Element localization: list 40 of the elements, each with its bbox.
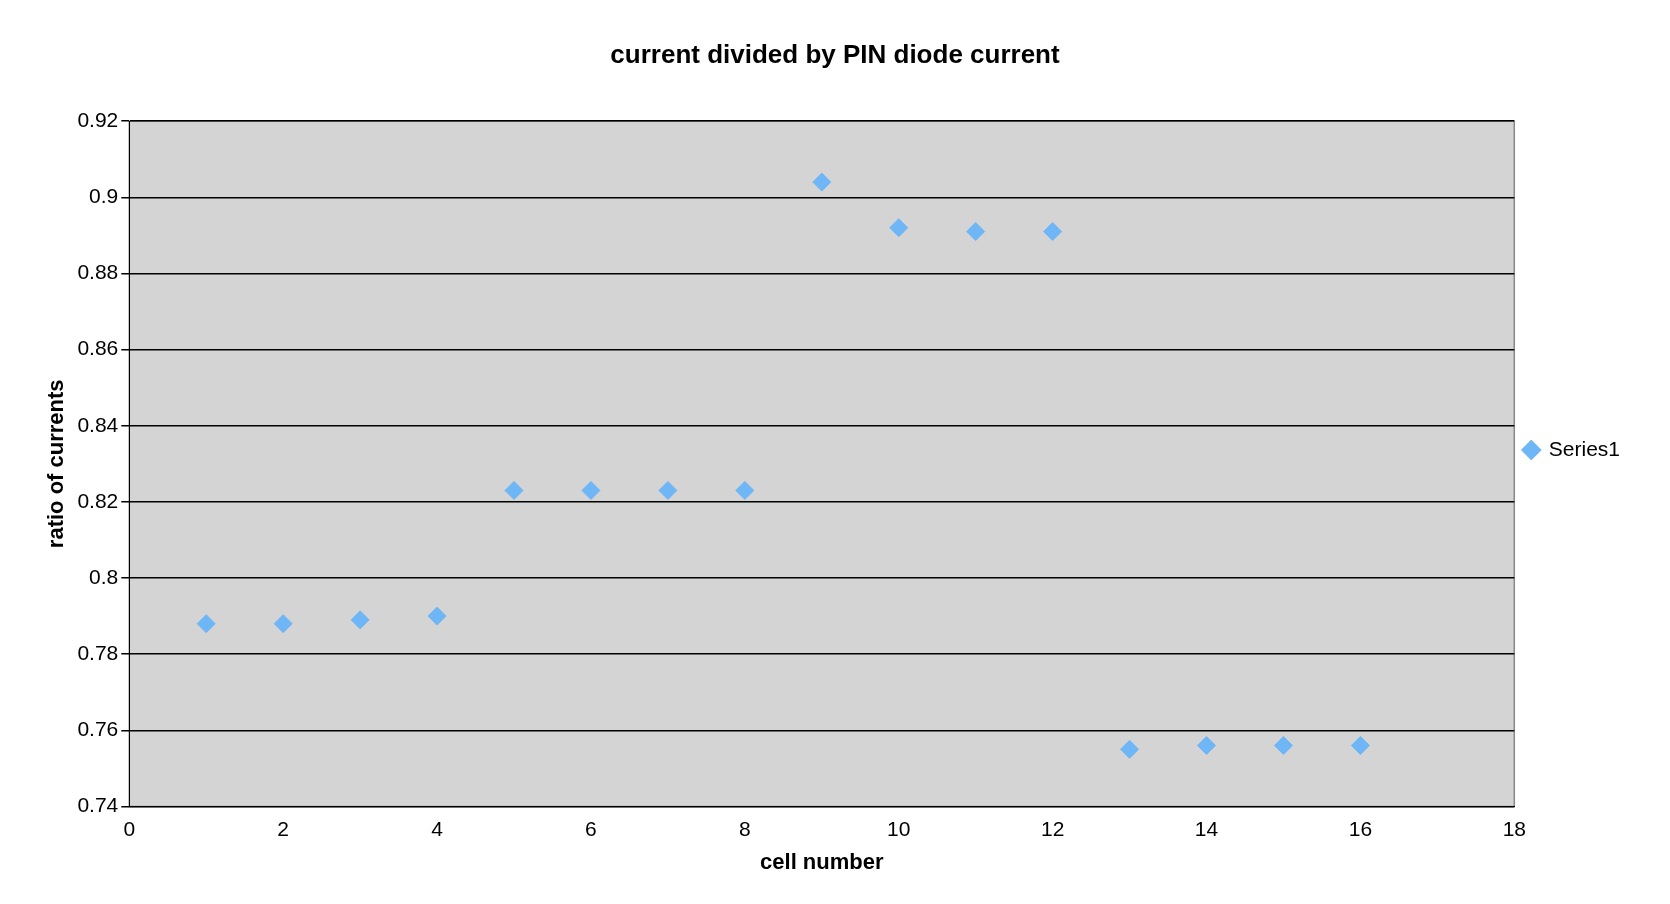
point xyxy=(966,222,986,242)
y-tick-label: 0.82 xyxy=(77,488,119,512)
point xyxy=(889,218,909,238)
x-tick-label: 2 xyxy=(277,816,290,840)
point xyxy=(504,480,524,500)
point xyxy=(735,480,755,500)
y-tick-label: 0.8 xyxy=(89,564,119,588)
y-tick-label: 0.88 xyxy=(77,260,119,284)
y-axis-title: ratio of currents xyxy=(43,379,69,549)
x-tick-label: 16 xyxy=(1348,816,1373,840)
y-tick-label: 0.76 xyxy=(77,717,119,741)
x-tick-label: 4 xyxy=(431,816,444,840)
legend-label: Series1 xyxy=(1548,436,1620,460)
y-tick-label: 0.78 xyxy=(77,640,119,664)
x-tick-label: 14 xyxy=(1194,816,1219,840)
y-tick-label: 0.92 xyxy=(77,108,119,131)
point xyxy=(1120,739,1140,759)
y-tick-label: 0.84 xyxy=(77,412,119,436)
point xyxy=(812,172,832,192)
x-tick-label: 8 xyxy=(738,816,751,840)
y-tick-label: 0.9 xyxy=(89,184,119,208)
x-tick-label: 18 xyxy=(1502,816,1526,840)
x-tick-label: 12 xyxy=(1040,816,1065,840)
point xyxy=(1197,735,1217,755)
point xyxy=(273,614,293,634)
chart-title: current divided by PIN diode current xyxy=(610,38,1060,69)
point xyxy=(427,606,447,626)
point xyxy=(1273,735,1293,755)
y-tick-label: 0.74 xyxy=(77,793,119,817)
point xyxy=(581,480,601,500)
point xyxy=(1043,222,1063,242)
y-tick-label: 0.86 xyxy=(77,336,119,360)
point xyxy=(658,480,678,500)
x-tick-label: 6 xyxy=(585,816,597,840)
x-tick-label: 0 xyxy=(123,816,136,840)
point xyxy=(196,614,216,634)
x-axis-title: cell number xyxy=(760,848,884,874)
point xyxy=(350,610,370,630)
point xyxy=(1350,735,1370,755)
x-tick-label: 10 xyxy=(887,816,911,840)
